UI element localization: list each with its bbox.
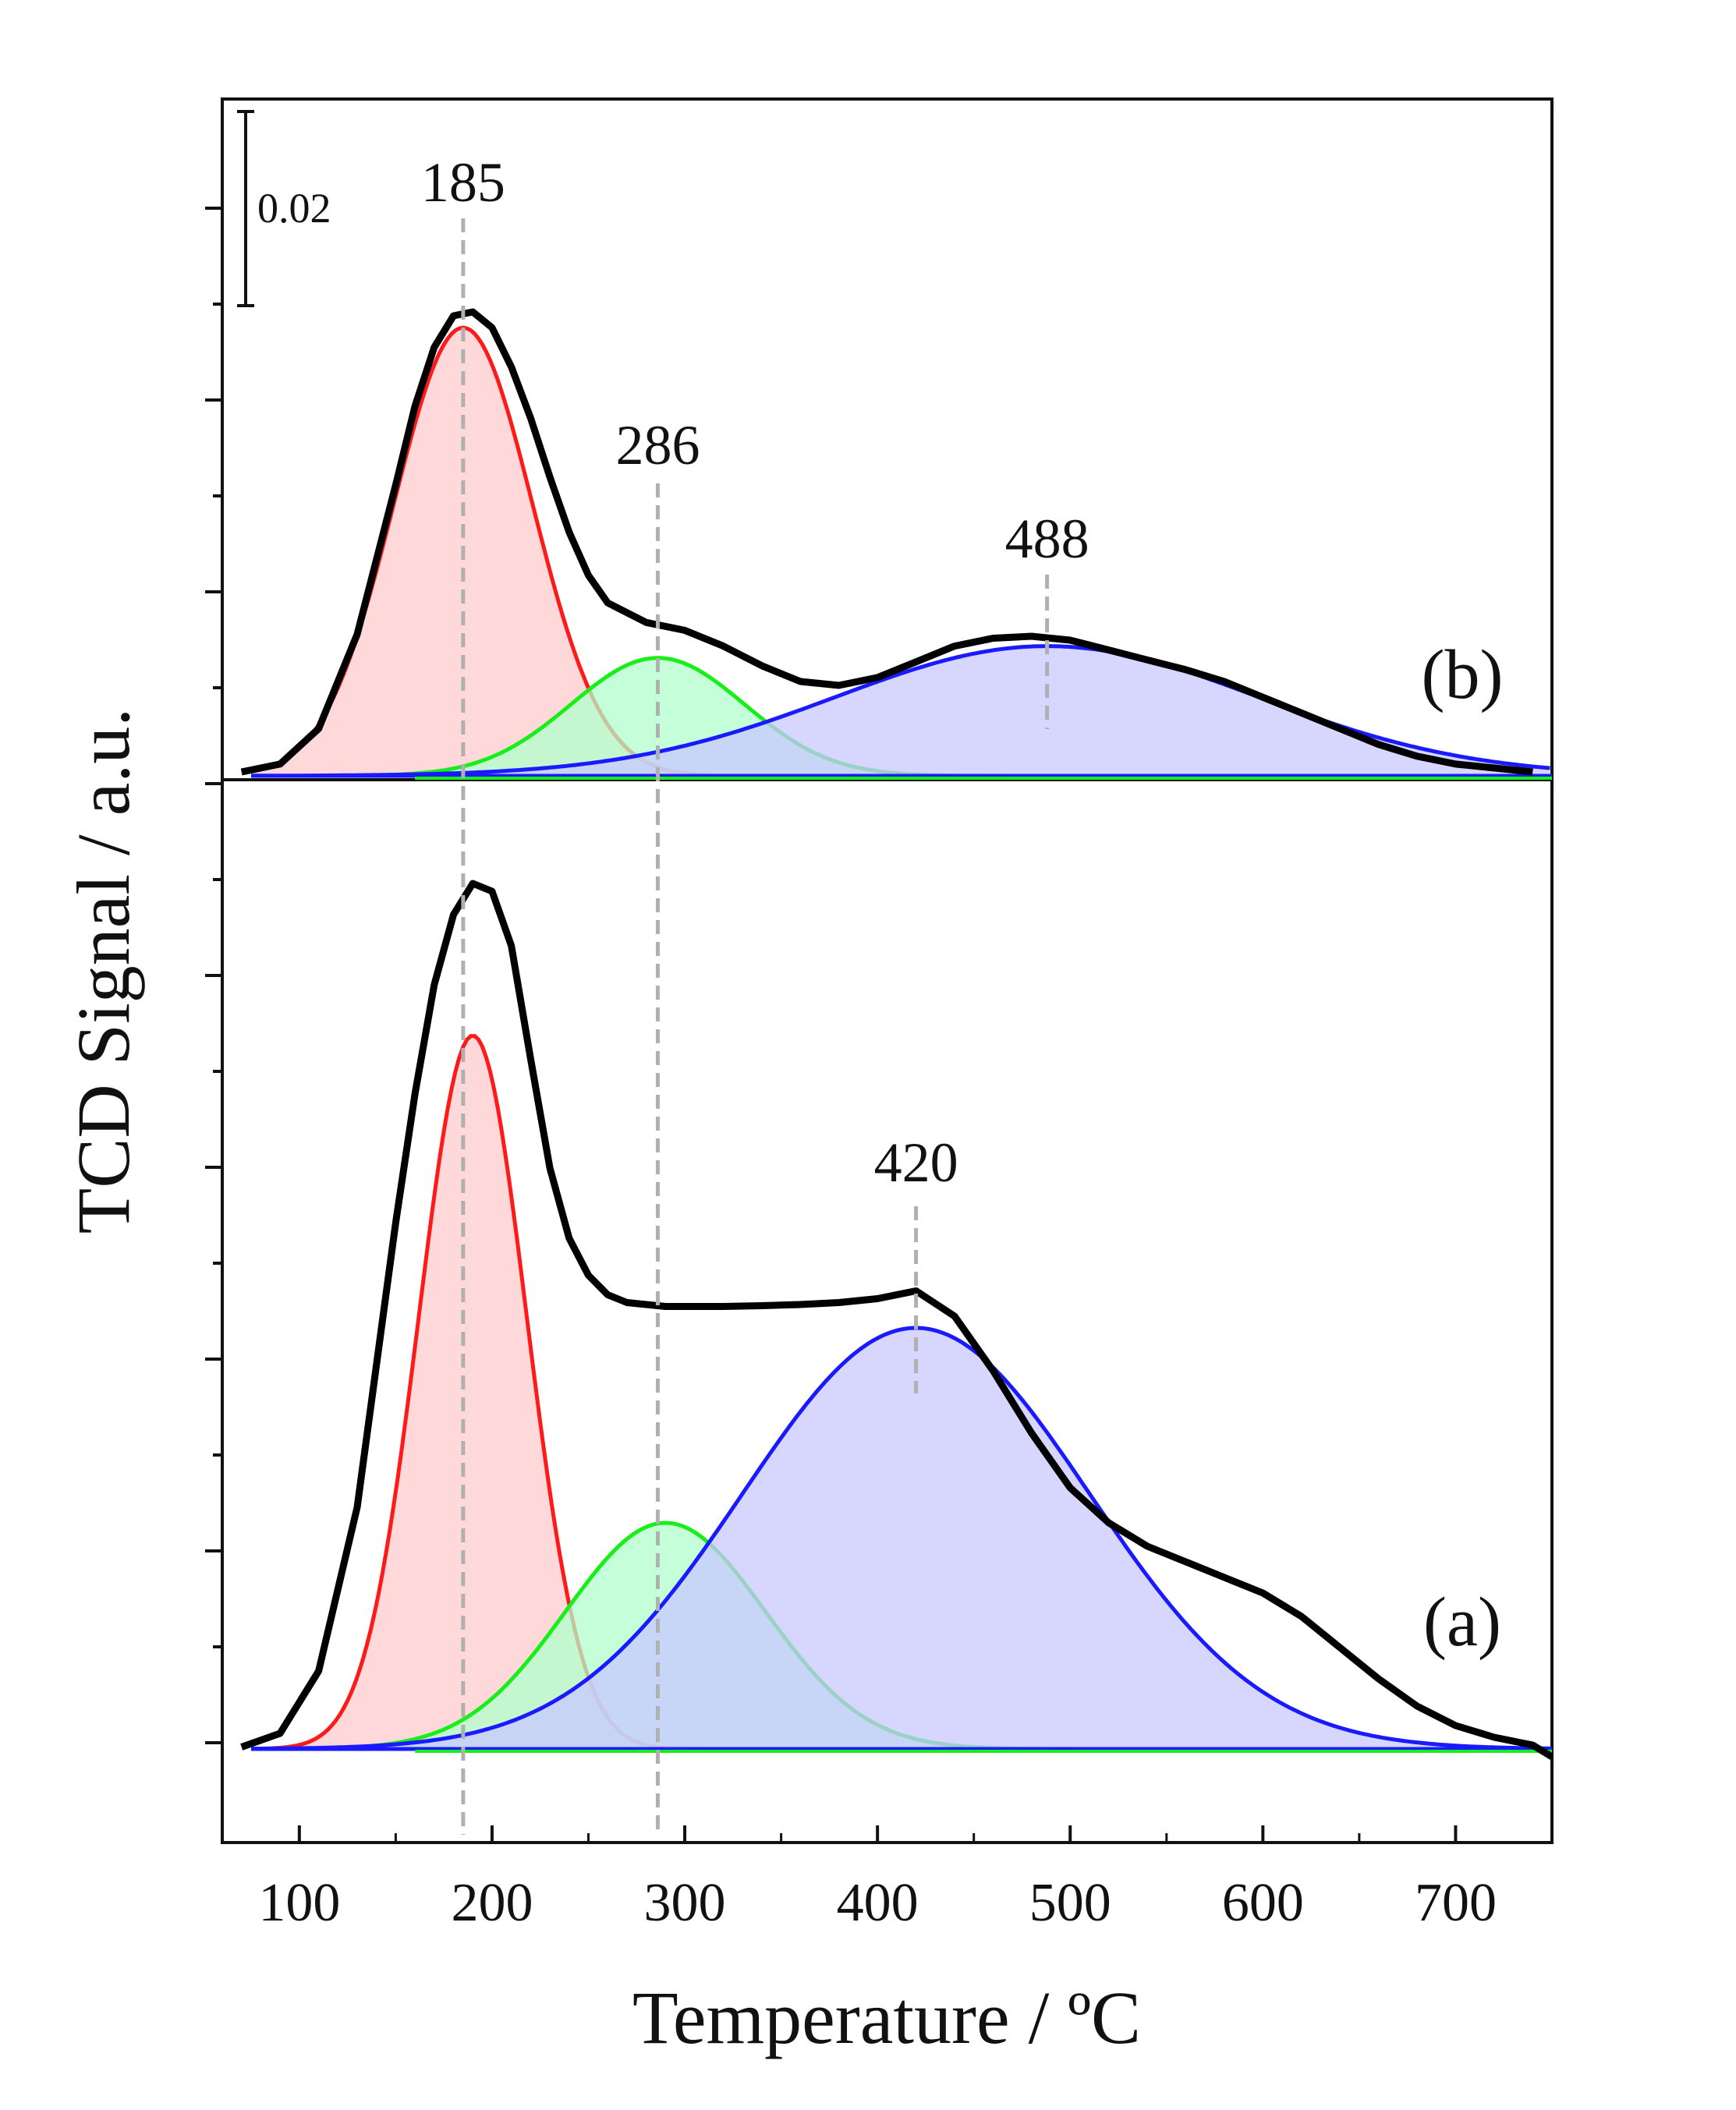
peak-area-190 [251, 1036, 1550, 1749]
x-tick-label: 100 [258, 1873, 340, 1933]
peak-area-488 [251, 646, 1550, 776]
x-tick-label: 600 [1222, 1873, 1304, 1933]
peak-area-420 [251, 1328, 1550, 1749]
panel-a: 420 (a) [240, 880, 1554, 1760]
panel-label-b: (b) [1422, 636, 1504, 713]
x-axis: 100 200 300 400 500 600 700 [258, 1825, 1554, 1933]
peak-label-286: 286 [615, 414, 700, 476]
y-axis-ticks [205, 207, 222, 1744]
peak-curve-420 [251, 1326, 1550, 1751]
measured-curve [240, 880, 1554, 1760]
x-tick-label: 700 [1415, 1873, 1497, 1933]
peak-label-488: 488 [1005, 508, 1089, 570]
peak-label-185: 185 [421, 151, 505, 214]
measured-curve [240, 308, 1533, 776]
x-tick-label: 400 [837, 1873, 919, 1933]
scale-bar-label: 0.02 [257, 185, 331, 232]
peak-label-420: 420 [874, 1131, 958, 1194]
peak-area-286 [251, 657, 1550, 776]
reference-lines [461, 218, 660, 1835]
x-tick-label: 200 [451, 1873, 533, 1933]
x-tick-label: 500 [1029, 1873, 1111, 1933]
panel-b: 185 286 488 (b) [240, 151, 1552, 780]
x-tick-label: 300 [644, 1873, 726, 1933]
x-axis-title: Temperature / ºC [632, 1976, 1141, 2059]
y-axis-title: TCD Signal / a.u. [62, 708, 145, 1234]
peak-area-185 [251, 327, 1550, 776]
panel-label-a: (a) [1423, 1584, 1501, 1661]
scale-bar: 0.02 [237, 110, 331, 307]
